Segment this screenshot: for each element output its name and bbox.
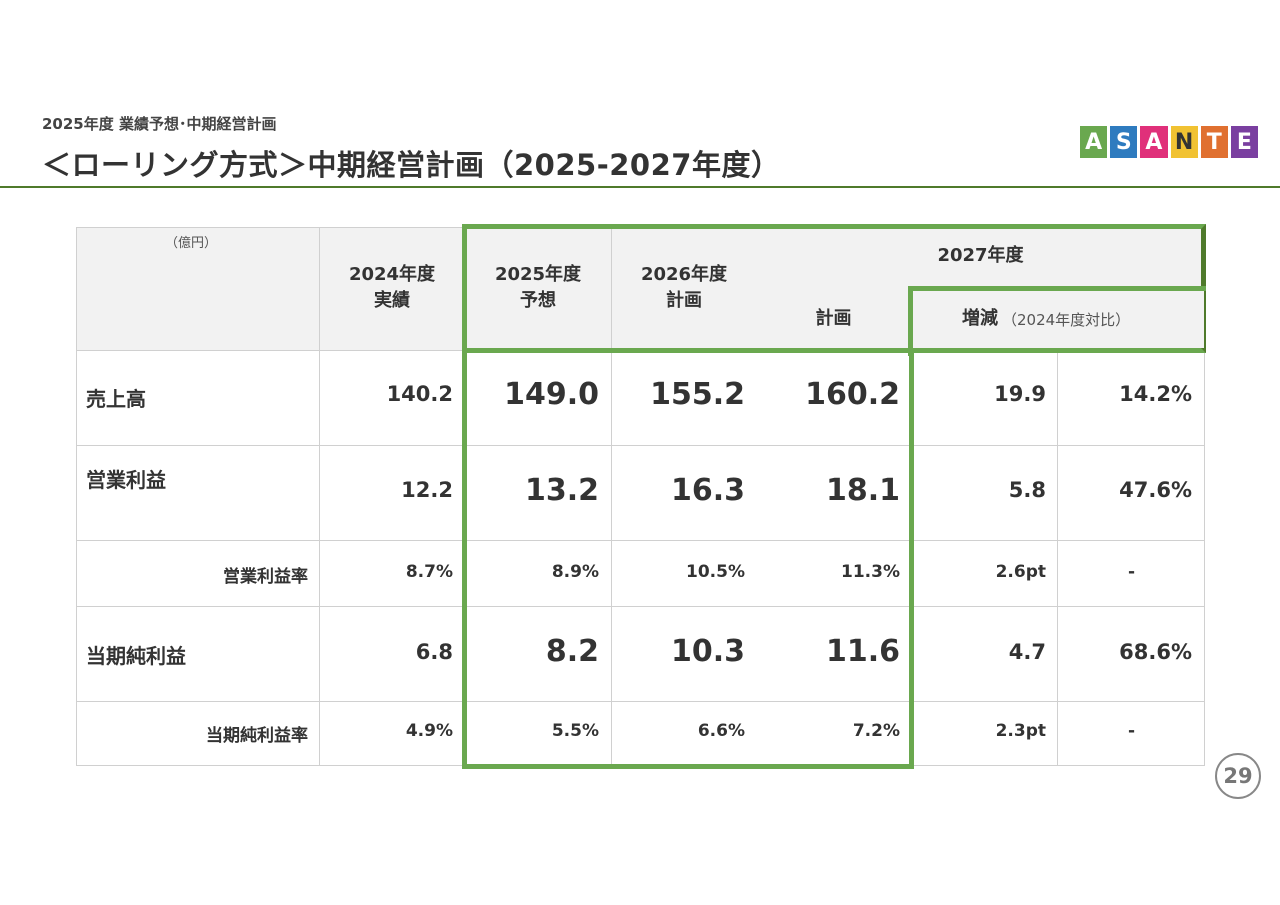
net-margin-diff: 2.3pt (995, 721, 1046, 741)
row-label-net-margin: 当期純利益率 (206, 726, 308, 746)
net-income-2027: 11.6 (825, 634, 900, 669)
sales-pct: 14.2% (1119, 382, 1192, 406)
op-profit-2026: 16.3 (670, 473, 745, 508)
plan-highlight-frame (462, 348, 914, 769)
header-highlight-step (908, 286, 1206, 291)
sales-2024: 140.2 (386, 382, 453, 406)
grid-line (1057, 350, 1058, 766)
header-change-overlay: 増減 (962, 308, 998, 329)
slide-title: ＜ローリング方式＞中期経営計画（2025-2027年度） (42, 148, 781, 182)
net-income-pct: 68.6% (1119, 640, 1192, 664)
header-2027-plan: 計画 (815, 308, 852, 329)
net-income-2024: 6.8 (415, 640, 453, 664)
op-margin-diff: 2.6pt (995, 562, 1046, 582)
slide-subtitle: 2025年度 業績予想･中期経営計画 (42, 115, 277, 133)
row-label-net-income: 当期純利益 (86, 644, 186, 668)
net-margin-2026: 6.6% (697, 721, 745, 741)
logo-letter-a1: A (1080, 126, 1108, 158)
sales-diff: 19.9 (994, 382, 1046, 406)
op-margin-2024: 8.7% (405, 562, 453, 582)
header-2025-forecast: 2025年度 予想 (494, 264, 582, 311)
op-margin-pct: - (1127, 562, 1135, 582)
net-margin-pct: - (1127, 721, 1135, 741)
op-profit-diff: 5.8 (1008, 478, 1046, 502)
grid-line (319, 227, 320, 766)
header-change-note-overlay: （2024年度対比） (1002, 311, 1131, 329)
row-label-operating-profit: 営業利益 (86, 468, 166, 492)
sales-2027: 160.2 (805, 377, 900, 412)
grid-line (76, 445, 1204, 446)
logo-letter-e: E (1230, 126, 1259, 158)
logo-letter-n: N (1170, 126, 1198, 158)
header-2024-actual: 2024年度 実績 (348, 264, 436, 311)
op-profit-2025: 13.2 (524, 473, 599, 508)
logo-letter-t: T (1200, 126, 1228, 158)
op-profit-pct: 47.6% (1119, 478, 1192, 502)
grid-line (76, 701, 1204, 702)
row-label-sales: 売上高 (86, 387, 146, 411)
logo-letter-a2: A (1140, 126, 1168, 158)
page-number: 29 (1215, 753, 1261, 799)
grid-line (76, 227, 77, 766)
net-margin-2024: 4.9% (405, 721, 453, 741)
grid-line (1204, 227, 1205, 766)
op-margin-2027: 11.3% (841, 562, 900, 582)
header-highlight-step-v (908, 286, 913, 356)
logo-letter-s: S (1110, 126, 1138, 158)
net-margin-2025: 5.5% (551, 721, 599, 741)
header-2027-bg (908, 228, 1204, 290)
op-profit-2027: 18.1 (825, 473, 900, 508)
grid-line (76, 540, 1204, 541)
title-divider (0, 186, 1280, 188)
grid-line (76, 606, 1204, 607)
sales-2026: 155.2 (650, 377, 745, 412)
header-2027: 2027年度 (937, 245, 1024, 266)
op-profit-2024: 12.2 (401, 478, 453, 502)
header-2026-plan: 2026年度 計画 (640, 264, 728, 311)
row-label-operating-margin: 営業利益率 (223, 567, 308, 587)
header-change-cell-bg (913, 291, 1204, 348)
grid-line (611, 227, 612, 766)
sales-2025: 149.0 (504, 377, 599, 412)
asante-logo: A S A N T E (1080, 126, 1259, 158)
op-margin-2026: 10.5% (686, 562, 745, 582)
net-income-2025: 8.2 (545, 634, 599, 669)
net-income-diff: 4.7 (1008, 640, 1046, 664)
net-margin-2027: 7.2% (852, 721, 900, 741)
op-margin-2025: 8.9% (551, 562, 599, 582)
net-income-2026: 10.3 (670, 634, 745, 669)
unit-label: （億円） (165, 236, 218, 251)
